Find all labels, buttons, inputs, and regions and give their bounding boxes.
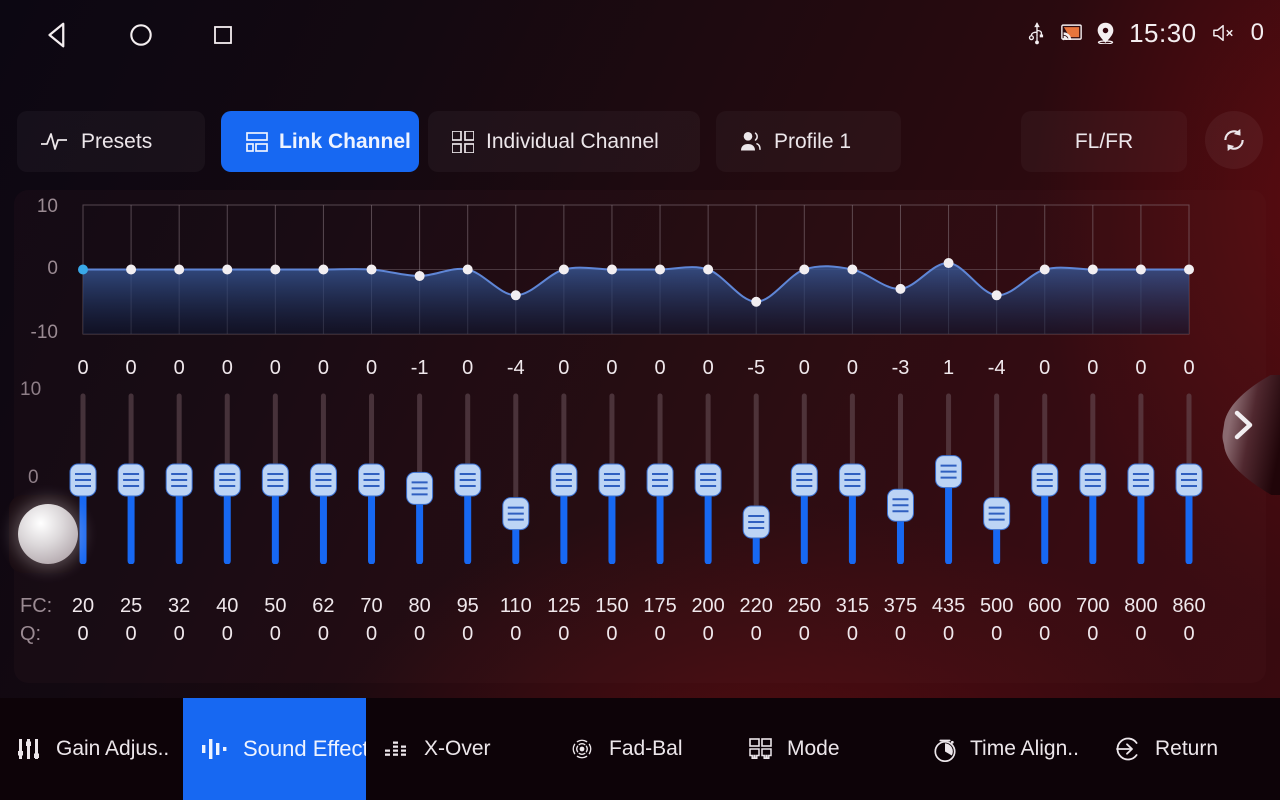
svg-text:10: 10 — [37, 196, 58, 217]
svg-text:0: 0 — [47, 258, 58, 279]
svg-text:-10: -10 — [31, 322, 58, 343]
